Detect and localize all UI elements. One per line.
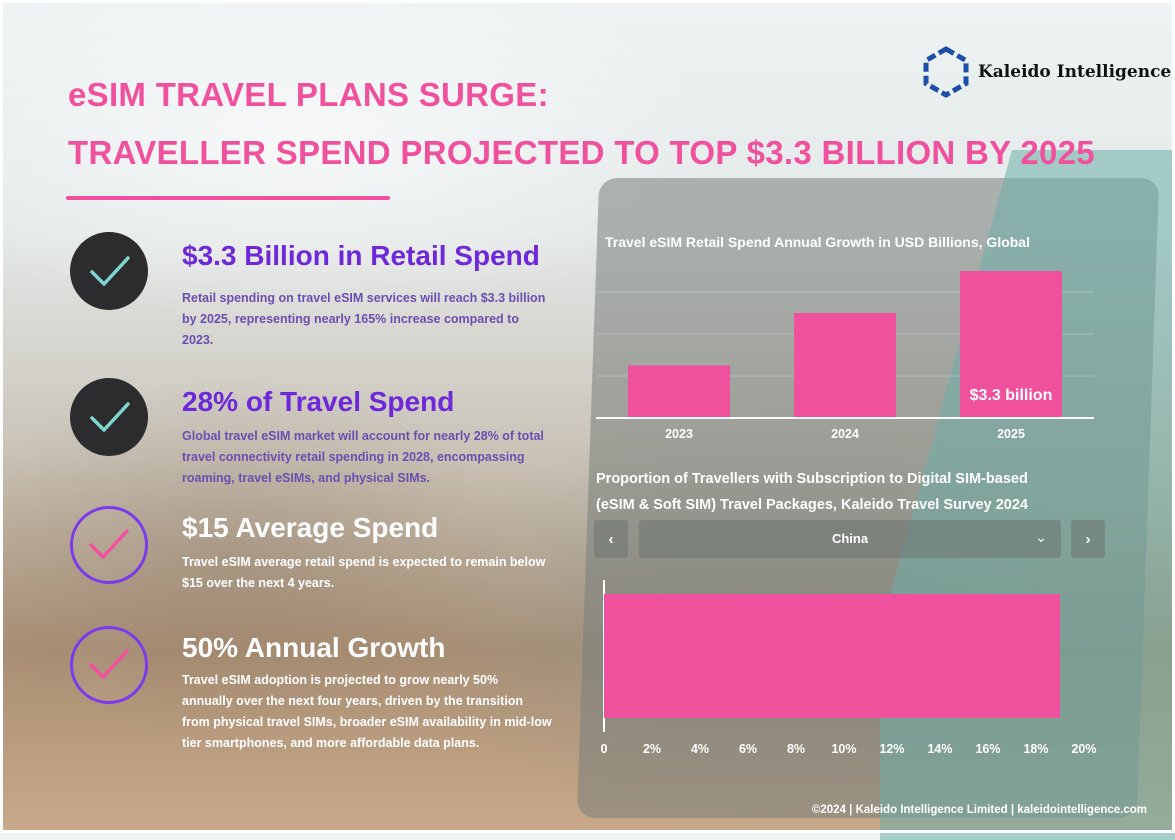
chart2-title: Proportion of Travellers with Subscripti… [596, 471, 1028, 513]
x-tick-label: 16% [975, 742, 1000, 756]
page-title-line1: eSIM TRAVEL PLANS SURGE: [68, 76, 549, 113]
x-tick-label: 18% [1023, 742, 1048, 756]
feature-title: $3.3 Billion in Retail Spend [182, 240, 540, 271]
prev-country-button[interactable]: ‹ [594, 520, 628, 558]
x-tick-label: 6% [739, 742, 757, 756]
x-tick-label: 0 [601, 742, 608, 756]
country-select-value: China [831, 531, 869, 546]
checkmark-icon [70, 626, 148, 704]
bar-2025 [960, 271, 1062, 418]
x-tick-label: 2024 [831, 427, 859, 441]
checkmark-icon [70, 232, 148, 310]
footer-copyright: ©2024 | Kaleido Intelligence Limited | k… [811, 804, 1147, 816]
x-tick-label: 10% [831, 742, 856, 756]
feature-title: 28% of Travel Spend [182, 386, 455, 417]
bar-China [604, 594, 1060, 718]
chevron-down-icon: ⌄ [1035, 529, 1047, 545]
feature-body: Travel eSIM adoption is projected to gro… [182, 673, 552, 750]
feature-body: Global travel eSIM market will account f… [182, 429, 544, 485]
x-tick-label: 2025 [997, 427, 1025, 441]
checkmark-icon [70, 378, 148, 456]
title-divider [66, 196, 390, 200]
feature-title: $15 Average Spend [182, 512, 439, 543]
bar-2024 [794, 313, 896, 418]
x-tick-label: 2% [643, 742, 661, 756]
x-tick-label: 8% [787, 742, 805, 756]
chart1-spend-growth: 2023 2024 2025 $3.3 billion [596, 271, 1094, 441]
kaleido-hexagon-icon [923, 46, 969, 98]
chart2-traveller-proportion: 0 2% 4% 6% 8% 10% 12% 14% 16% 18% 20% [601, 580, 1097, 756]
country-select[interactable]: China ⌄ [639, 520, 1061, 558]
x-tick-label: 12% [879, 742, 904, 756]
chart1-title: Travel eSIM Retail Spend Annual Growth i… [605, 234, 1030, 250]
bar-2023 [628, 365, 730, 418]
next-country-button[interactable]: › [1071, 520, 1105, 558]
data-label: $3.3 billion [970, 387, 1053, 404]
brand-name: Kaleido Intelligence [978, 62, 1172, 82]
x-tick-label: 14% [927, 742, 952, 756]
x-tick-label: 2023 [665, 427, 693, 441]
feature-body: Retail spending on travel eSIM services … [182, 291, 546, 347]
page-title-line2: TRAVELLER SPEND PROJECTED TO TOP $3.3 BI… [68, 134, 1095, 171]
checkmark-icon [70, 506, 148, 584]
feature-body: Travel eSIM average retail spend is expe… [182, 555, 546, 590]
x-tick-label: 20% [1071, 742, 1096, 756]
brand-logo: Kaleido Intelligence [922, 46, 1171, 98]
feature-title: 50% Annual Growth [182, 632, 446, 663]
x-tick-label: 4% [691, 742, 709, 756]
